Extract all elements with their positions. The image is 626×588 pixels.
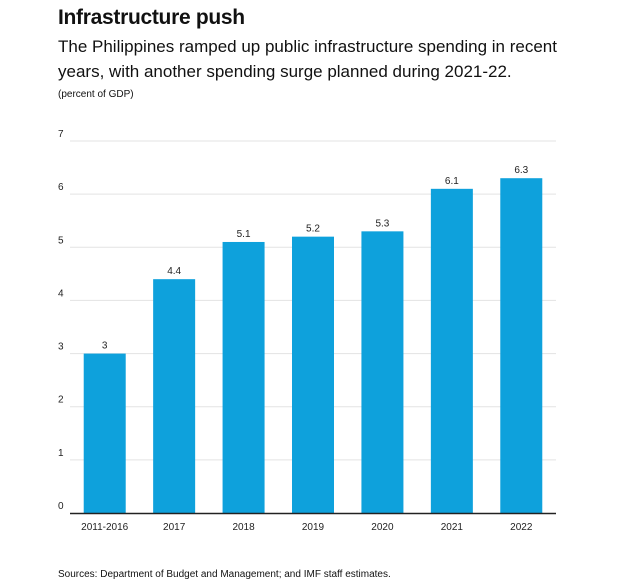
x-tick-label: 2021 [441, 522, 464, 533]
y-tick-label: 3 [58, 342, 64, 353]
y-tick-label: 5 [58, 235, 64, 246]
data-label: 6.3 [514, 165, 528, 176]
chart-subtitle: The Philippines ramped up public infrast… [58, 37, 557, 81]
x-tick-label: 2020 [371, 522, 394, 533]
y-axis-ticks: 0 1 2 3 4 5 6 7 [58, 129, 64, 512]
source-note: Sources: Department of Budget and Manage… [58, 569, 391, 580]
data-label: 5.1 [237, 229, 251, 240]
x-tick-label: 2018 [232, 522, 255, 533]
data-label: 6.1 [445, 176, 459, 187]
data-labels: 3 4.4 5.1 5.2 5.3 6.1 6.3 [102, 165, 529, 351]
data-label: 5.3 [375, 218, 389, 229]
x-tick-label: 2017 [163, 522, 186, 533]
data-label: 3 [102, 341, 108, 352]
x-tick-label: 2022 [510, 522, 533, 533]
chart-title: Infrastructure push [58, 6, 245, 29]
x-axis-ticks: 2011-2016 2017 2018 2019 2020 2021 2022 [81, 522, 533, 533]
bar-2017 [153, 279, 196, 513]
bar-2021 [430, 188, 473, 514]
bar-2022 [500, 178, 543, 513]
y-tick-label: 1 [58, 448, 64, 459]
bar-2019 [292, 236, 334, 513]
data-label: 4.4 [167, 266, 181, 277]
bars [83, 178, 543, 514]
y-tick-label: 6 [58, 182, 64, 193]
y-tick-label: 2 [58, 395, 64, 406]
bar-2011-2016 [83, 353, 126, 513]
data-label: 5.2 [306, 224, 320, 235]
y-tick-label: 4 [58, 288, 64, 299]
y-tick-label: 7 [58, 129, 64, 140]
y-tick-label: 0 [58, 501, 64, 512]
x-tick-label: 2011-2016 [81, 522, 129, 533]
unit-label: (percent of GDP) [58, 89, 134, 100]
bar-2020 [361, 231, 404, 514]
x-tick-label: 2019 [302, 522, 325, 533]
bar-2018 [222, 241, 265, 513]
